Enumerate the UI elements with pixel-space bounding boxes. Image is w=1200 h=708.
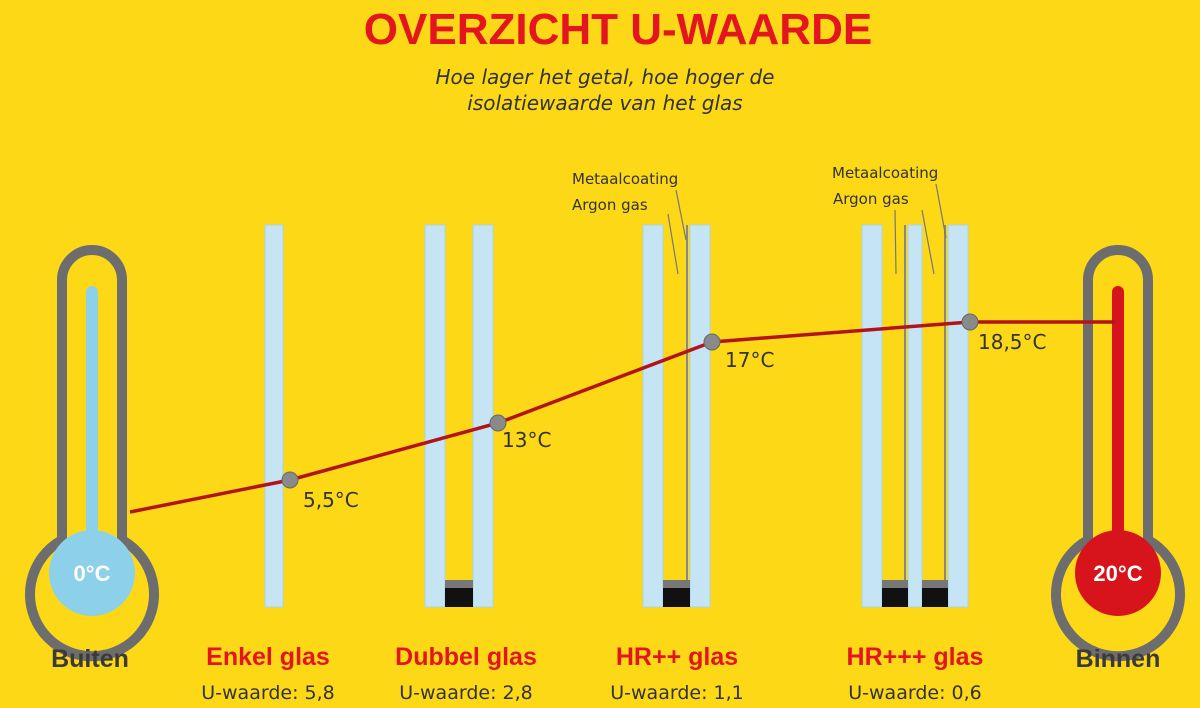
thermometer-inside [1051, 245, 1185, 662]
u-value: U-waarde: 5,8 [201, 682, 334, 704]
annotation: Metaalcoating [572, 170, 678, 188]
u-value: U-waarde: 2,8 [399, 682, 532, 704]
leader-lines [667, 183, 947, 275]
subtitle: Hoe lager het getal, hoe hoger de [436, 65, 775, 89]
glass-name: Dubbel glas [395, 643, 537, 671]
temperature-dots [281, 313, 979, 489]
subtitle: isolatiewaarde van het glas [467, 91, 742, 115]
temperature-line [129, 320, 1115, 514]
outside-temperature: 0°C [74, 561, 111, 586]
thermometer-outside [25, 245, 159, 662]
annotation: Argon gas [572, 196, 648, 214]
u-value: U-waarde: 1,1 [610, 682, 743, 704]
annotation: Metaalcoating [832, 164, 938, 182]
outside-label: Buiten [51, 645, 129, 673]
temperature-label: 5,5°C [303, 488, 359, 512]
temperature-label: 18,5°C [978, 330, 1047, 354]
temperature-label: 13°C [502, 428, 551, 452]
glass-name: Enkel glas [206, 643, 330, 671]
inside-label: Binnen [1076, 645, 1161, 673]
temperature-label: 17°C [725, 348, 774, 372]
glass-name: HR+++ glas [847, 643, 984, 671]
inside-temperature: 20°C [1093, 561, 1142, 586]
glass-name: HR++ glas [616, 643, 738, 671]
annotation: Argon gas [833, 190, 909, 208]
title: OVERZICHT U-WAARDE [364, 5, 872, 54]
u-value: U-waarde: 0,6 [848, 682, 981, 704]
